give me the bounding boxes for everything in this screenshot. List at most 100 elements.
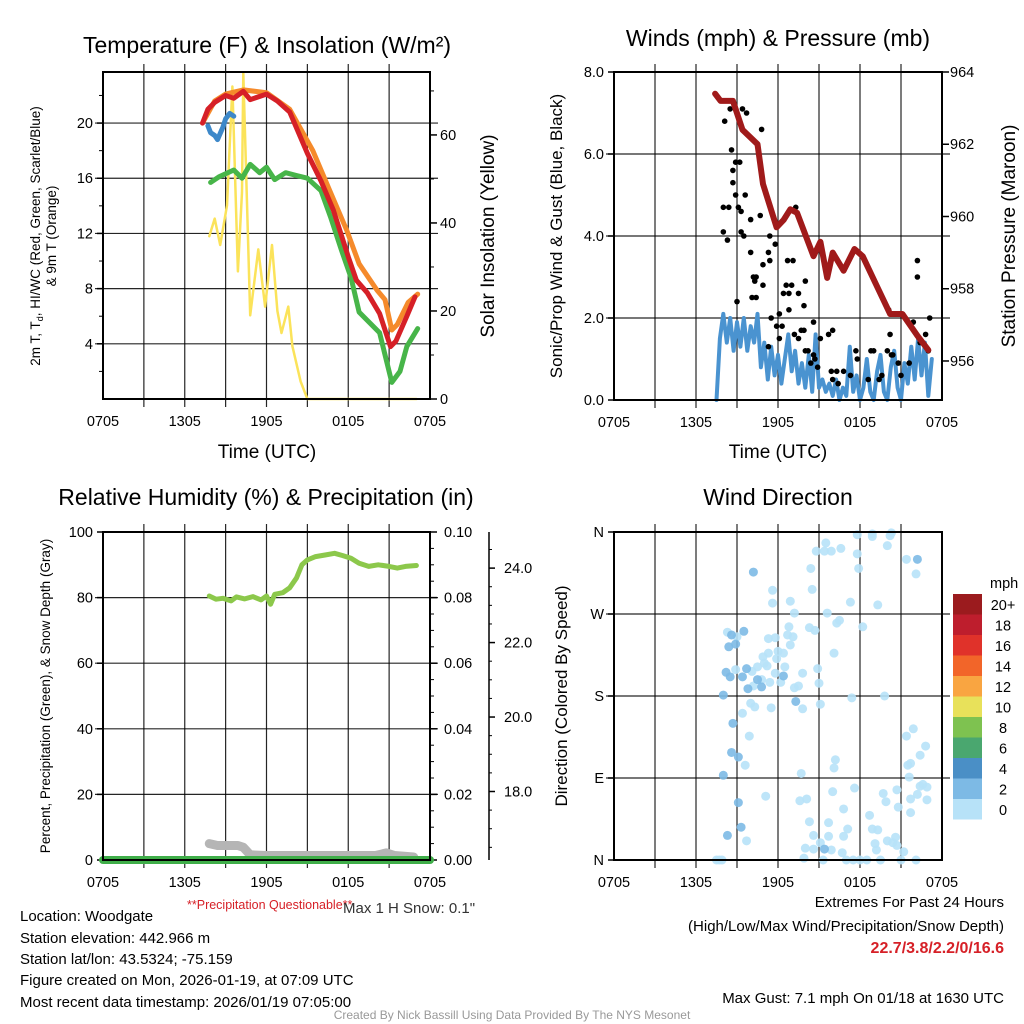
legend-swatch [953, 696, 982, 717]
gust-point [812, 356, 818, 362]
gust-point [779, 323, 785, 330]
x-tick-label: 1905 [250, 414, 282, 430]
y-tick-label: W [590, 607, 604, 623]
gust-point [773, 323, 780, 330]
series-line-9m-t [200, 87, 421, 333]
gust-point [760, 261, 766, 268]
wind-direction-point [845, 597, 855, 607]
wind-direction-point [847, 693, 857, 703]
gust-point [735, 204, 742, 211]
wind-direction-point [921, 741, 931, 751]
wind-direction-point [718, 690, 728, 700]
gust-point [791, 331, 798, 338]
x-tick-label: 1305 [169, 875, 201, 891]
gust-point [817, 335, 824, 342]
y-tick-label: 60 [77, 656, 93, 672]
gust-point [753, 294, 759, 301]
winds-chart-title: Winds (mph) & Pressure (mb) [626, 25, 930, 51]
latlon-text: Station lat/lon: 43.5324; -75.159 [20, 951, 233, 968]
gust-point [730, 179, 736, 186]
gust-point [732, 159, 739, 165]
wind-direction-point [865, 810, 875, 820]
gust-point [765, 343, 772, 350]
winds-x-axis-label: Time (UTC) [729, 442, 828, 463]
gust-point [914, 274, 921, 280]
wind-direction-point [757, 682, 767, 692]
gust-point [870, 348, 877, 354]
y-tick-label: 20 [77, 787, 93, 803]
wind-direction-point [800, 843, 810, 853]
series-line-2m-td [208, 161, 421, 385]
wind-direction-point [748, 567, 758, 577]
wind-direction-point [912, 789, 922, 799]
wind-direction-point [839, 804, 849, 814]
wind-direction-point [802, 794, 812, 804]
y-tick-label: 100 [69, 525, 93, 541]
wind-direction-point [761, 791, 771, 801]
right-y-tick-label: 962 [950, 137, 974, 153]
wind-direction-point [885, 531, 895, 541]
wind-direction-point [806, 563, 816, 573]
gust-point [734, 298, 740, 305]
legend-label: 4 [999, 762, 1007, 778]
wind-direction-point [785, 640, 795, 650]
winds-chart: 0705 1305 1905 0105 0705 0.0 2.0 4.0 6.0 8.0 956 95… [584, 64, 974, 431]
wind-direction-point [819, 546, 829, 556]
x-tick-label: 0105 [844, 875, 876, 891]
wind-direction-point [739, 626, 749, 636]
legend-label: 20+ [991, 598, 1016, 614]
gust-point [814, 364, 821, 371]
wind-direction-point [742, 836, 752, 846]
y-tick-label: 8.0 [584, 65, 604, 81]
right-y-tick-label: 40 [440, 216, 456, 232]
wind-direction-point [742, 664, 752, 674]
x-tick-label: 0705 [926, 875, 958, 891]
wind-direction-point [785, 596, 795, 606]
gust-point [828, 368, 835, 375]
right-y-tick-label: 0.04 [444, 722, 472, 738]
wind-direction-point [906, 794, 916, 804]
gust-point [747, 249, 754, 256]
y-tick-label: N [594, 525, 604, 541]
legend-label: 10 [995, 701, 1011, 717]
gust-point [721, 118, 728, 124]
x-tick-label: 0705 [598, 875, 630, 891]
pressure-y-axis-label: Station Pressure (Maroon) [999, 125, 1020, 348]
wind-direction-point [768, 585, 778, 595]
wind-direction-point [740, 760, 750, 770]
right-y-tick-label: 0.08 [444, 591, 472, 607]
x-tick-label: 1905 [762, 415, 794, 431]
gust-point [724, 237, 731, 243]
max-gust-text: Max Gust: 7.1 mph On 01/18 at 1630 UTC [722, 990, 1004, 1007]
wind-direction-point [731, 665, 741, 675]
right-y-tick-label: 20 [440, 304, 456, 320]
gust-point [890, 352, 896, 358]
x-tick-label: 1305 [680, 415, 712, 431]
wind-direction-point [780, 662, 790, 672]
pressure-line [712, 90, 932, 354]
wind-direction-point [893, 802, 903, 812]
wind-direction-point [778, 648, 788, 658]
wind-direction-point [791, 696, 801, 706]
wind-direction-point [811, 546, 821, 556]
y-tick-label: 12 [77, 226, 93, 242]
legend-label: 2 [999, 783, 1007, 799]
gust-point [829, 327, 836, 334]
legend-swatch [953, 594, 982, 615]
wind-direction-point [824, 831, 834, 841]
wind-direction-point [871, 845, 881, 855]
temperature-x-axis-label: Time (UTC) [218, 442, 317, 463]
wind-direction-point [809, 844, 819, 854]
right-y-tick-label: 60 [440, 128, 456, 144]
wind-direction-point [725, 672, 735, 682]
gust-point [801, 327, 807, 334]
gust-point [786, 290, 792, 297]
y-tick-label: S [594, 689, 604, 705]
wind-direction-point [830, 755, 840, 765]
humidity-y-axis-label: Percent, Precipitation (Green), & Snow D… [38, 539, 53, 853]
wind-direction-point [821, 538, 831, 548]
gust-point [835, 380, 841, 387]
wind-direction-point [753, 675, 762, 685]
wind-direction-point [737, 708, 747, 718]
